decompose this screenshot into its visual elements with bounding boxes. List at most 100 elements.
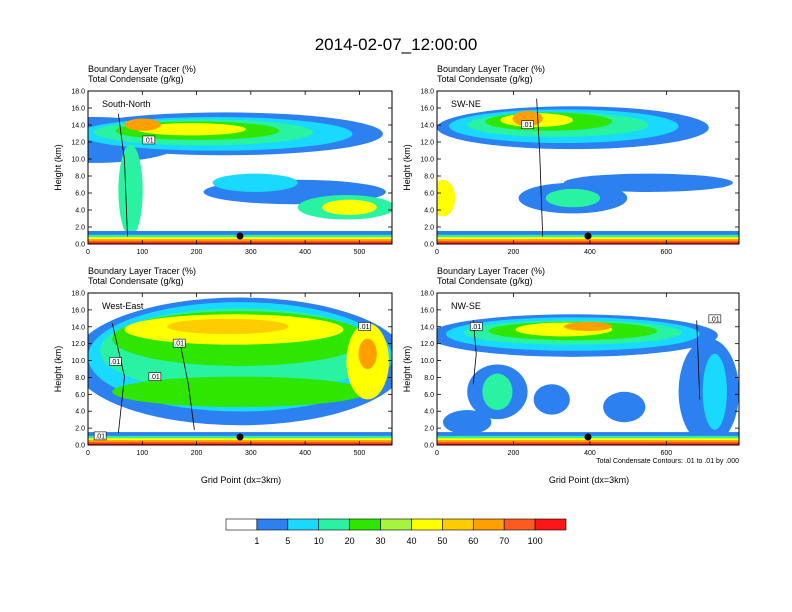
panel-subtitle-tracer: Boundary Layer Tracer (%) (437, 266, 545, 276)
field-region (443, 410, 492, 435)
y-tick-label: 6.0 (424, 191, 434, 198)
colorbar-swatch (534, 518, 567, 531)
contour-label: .01 (150, 374, 160, 381)
boundary-layer-band (437, 443, 739, 445)
x-tick-label: 200 (508, 450, 520, 457)
contour-label-box (109, 357, 122, 366)
colorbar-label: 20 (345, 536, 355, 546)
y-tick-label: 8.0 (424, 174, 434, 181)
colorbar-swatch (472, 518, 505, 531)
colorbar-label: 10 (314, 536, 324, 546)
x-tick-label: 0 (435, 249, 439, 256)
panel-frame (87, 292, 393, 446)
field-region (124, 118, 161, 131)
boundary-layer-band (437, 242, 739, 244)
y-tick-label: 0.0 (424, 443, 434, 450)
panel-sw-ne: .01 SW-NE Boundary Layer Tracer (%)Total C… (402, 64, 740, 256)
x-tick-label: 200 (508, 249, 520, 256)
plot-area: .01 (88, 91, 392, 244)
panel-subtitle-tracer: Boundary Layer Tracer (%) (437, 64, 545, 74)
x-tick-label: 300 (245, 450, 257, 457)
y-tick-label: 4.0 (424, 409, 434, 416)
contour-label: .01 (144, 137, 154, 144)
boundary-layer-band (437, 441, 739, 445)
colorbar-label: 100 (528, 536, 543, 546)
x-axis-label: Grid Point (dx=3km) (201, 475, 281, 485)
contour-label: .01 (523, 122, 533, 129)
colorbar-label: 70 (499, 536, 509, 546)
field-region (212, 173, 298, 192)
y-tick-label: 0.0 (75, 242, 85, 249)
colorbar-swatch (442, 518, 474, 531)
colorbar-label: 60 (468, 536, 478, 546)
colorbar-swatch (349, 518, 381, 531)
contour-label-box (708, 314, 722, 324)
y-tick-label: 4.0 (424, 208, 434, 215)
y-tick-label: 10.0 (71, 157, 85, 164)
contour-label: .01 (110, 359, 120, 366)
y-tick-label: 16.0 (71, 307, 85, 314)
field-region (563, 321, 613, 331)
field-region (533, 384, 570, 415)
x-axis-label: Grid Point (dx=3km) (549, 475, 629, 485)
colorbar-swatch (287, 518, 320, 531)
location-marker (236, 433, 244, 441)
contour-label-box (521, 120, 534, 129)
location-marker (584, 232, 592, 240)
colorbar-label: 5 (285, 536, 290, 546)
contour-label-box (148, 372, 162, 381)
colorbar: 1 5 10 20 30 40 50 60 70 100 (225, 518, 567, 546)
y-tick-label: 0.0 (424, 242, 434, 249)
y-tick-label: 10.0 (420, 157, 434, 164)
field-region (482, 373, 513, 411)
plot-area: .01 .01 .01 .01 .01 (88, 293, 392, 445)
contour-line (111, 323, 125, 377)
panel-label: SW-NE (451, 99, 481, 109)
contour-line (118, 376, 125, 433)
colorbar-label: 1 (254, 536, 259, 546)
field-region (437, 179, 456, 217)
panel-subtitle-condensate: Total Condensate (g/kg) (88, 276, 184, 286)
panel-frame (436, 90, 740, 245)
y-tick-label: 2.0 (75, 225, 85, 232)
plot-area: .01 .01 (437, 293, 739, 445)
x-tick-label: 600 (661, 450, 673, 457)
y-tick-label: 12.0 (71, 140, 85, 147)
y-axis-label: Height (km) (402, 346, 412, 393)
x-tick-label: 600 (661, 249, 673, 256)
x-tick-label: 0 (86, 450, 90, 457)
y-tick-label: 12.0 (420, 140, 434, 147)
panel-west-east: .01 .01 .01 .01 .01 West-East Boundary Layer T… (53, 266, 393, 485)
y-tick-label: 16.0 (71, 106, 85, 113)
x-tick-label: 500 (354, 450, 366, 457)
y-axis-label: Height (km) (402, 144, 412, 191)
y-tick-label: 6.0 (75, 392, 85, 399)
colorbar-swatch (380, 518, 412, 531)
field-region (702, 353, 727, 430)
y-tick-label: 6.0 (424, 392, 434, 399)
colorbar-label: 30 (376, 536, 386, 546)
field-region (167, 318, 289, 335)
y-tick-label: 18.0 (71, 291, 85, 298)
field-region (118, 144, 143, 237)
panel-label: NW-SE (451, 301, 481, 311)
contour-label: .01 (710, 316, 720, 323)
x-tick-label: 400 (584, 249, 596, 256)
y-tick-label: 18.0 (420, 89, 434, 96)
contour-label: .01 (360, 324, 370, 331)
contour-label-box (142, 135, 156, 145)
x-tick-label: 400 (299, 249, 311, 256)
panel-label: South-North (102, 99, 151, 109)
location-marker (236, 232, 244, 240)
y-tick-label: 6.0 (75, 191, 85, 198)
colorbar-swatch (256, 518, 289, 531)
x-tick-label: 0 (86, 249, 90, 256)
y-tick-label: 14.0 (71, 324, 85, 331)
x-tick-label: 200 (191, 450, 203, 457)
x-tick-label: 100 (136, 249, 148, 256)
panel-subtitle-condensate: Total Condensate (g/kg) (88, 74, 184, 84)
colorbar-swatch (318, 518, 350, 531)
colorbar-swatch (411, 518, 443, 531)
contour-line (539, 152, 544, 237)
